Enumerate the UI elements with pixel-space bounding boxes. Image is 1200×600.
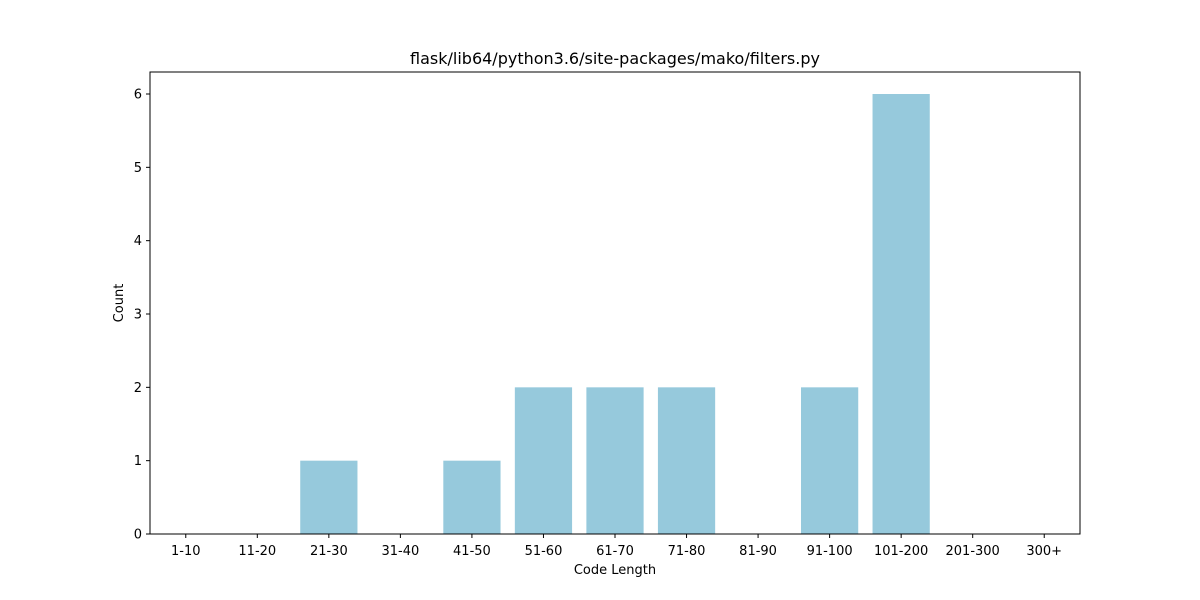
x-tick-label: 1-10 [171, 544, 201, 559]
bar-51-60 [514, 387, 573, 534]
x-axis-label: Code Length [574, 563, 656, 578]
bars-group [300, 94, 930, 534]
x-tick-label: 51-60 [525, 544, 563, 559]
bar-41-50 [443, 460, 501, 534]
bar-71-80 [657, 387, 716, 534]
x-axis-ticks: 1-10 11-20 21-30 31-40 41-50 51-60 61-70 71-80 8… [171, 534, 1062, 559]
bar-91-100 [801, 387, 859, 534]
bar-61-70 [586, 387, 644, 534]
x-tick-label: 101-200 [874, 544, 928, 559]
x-tick-label: 71-80 [668, 544, 706, 559]
y-tick-label: 5 [134, 161, 142, 176]
x-tick-label: 81-90 [739, 544, 777, 559]
y-axis-ticks: 0 1 2 3 4 5 6 [134, 88, 150, 543]
x-tick-label: 300+ [1026, 544, 1062, 559]
y-tick-label: 2 [134, 381, 142, 396]
y-tick-label: 3 [134, 308, 142, 323]
bar-21-30 [300, 460, 358, 534]
y-axis-label: Count [112, 284, 127, 323]
x-tick-label: 201-300 [946, 544, 1000, 559]
y-tick-label: 1 [134, 454, 142, 469]
chart-title: flask/lib64/python3.6/site-packages/mako… [410, 49, 820, 68]
x-tick-label: 41-50 [453, 544, 491, 559]
x-tick-label: 91-100 [807, 544, 853, 559]
x-tick-label: 31-40 [381, 544, 419, 559]
x-tick-label: 21-30 [310, 544, 348, 559]
bar-101-200 [872, 94, 930, 534]
y-tick-label: 4 [134, 234, 142, 249]
x-tick-label: 11-20 [238, 544, 276, 559]
x-tick-label: 61-70 [596, 544, 634, 559]
y-tick-label: 6 [134, 88, 142, 103]
y-tick-label: 0 [134, 528, 142, 543]
